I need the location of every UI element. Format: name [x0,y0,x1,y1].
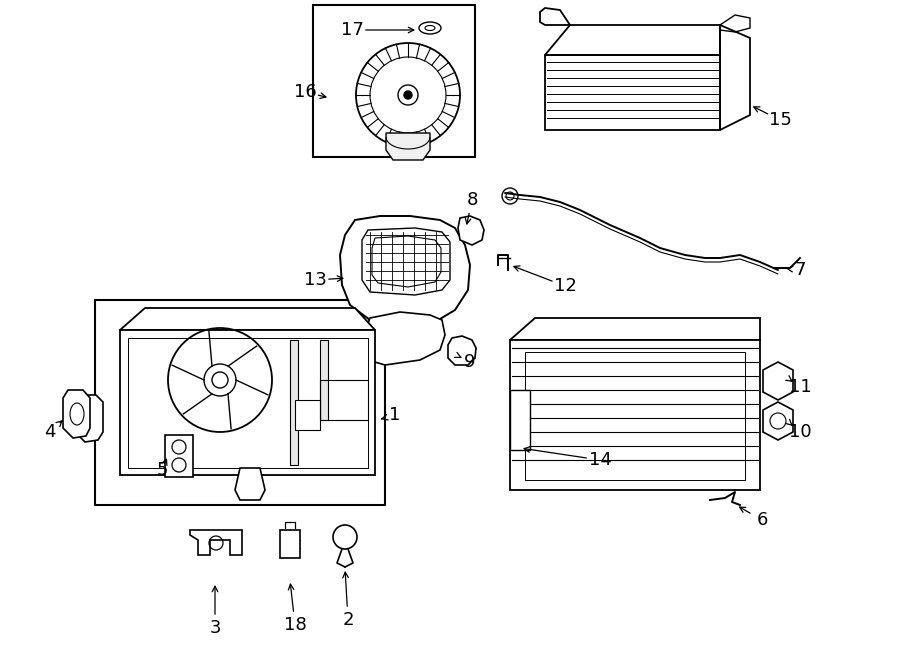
Bar [313,5,475,157]
Polygon shape [320,340,328,420]
Polygon shape [120,330,375,475]
Polygon shape [190,530,242,555]
Text: 4: 4 [44,423,56,441]
Text: 17: 17 [340,21,364,39]
Text: 3: 3 [209,619,220,637]
Text: 9: 9 [464,353,476,371]
Text: 14: 14 [589,451,611,469]
Circle shape [398,85,418,105]
Polygon shape [763,402,793,440]
Text: 18: 18 [284,616,306,634]
Text: 11: 11 [788,378,812,396]
Polygon shape [63,390,90,438]
Polygon shape [362,312,445,365]
Circle shape [212,372,228,388]
Polygon shape [295,400,320,430]
Polygon shape [458,216,484,245]
Polygon shape [280,530,300,558]
Text: 5: 5 [157,461,167,479]
Text: 10: 10 [788,423,811,441]
Text: 7: 7 [794,261,806,279]
Text: 13: 13 [303,271,327,289]
Circle shape [333,525,357,549]
Polygon shape [510,318,760,340]
Text: 6: 6 [756,511,768,529]
Polygon shape [120,308,375,330]
Bar [95,300,385,505]
Text: 8: 8 [466,191,478,209]
Text: 15: 15 [769,111,791,129]
Polygon shape [235,468,265,500]
Polygon shape [763,362,793,400]
Polygon shape [165,435,193,477]
Text: 2: 2 [342,611,354,629]
Polygon shape [340,216,470,328]
Circle shape [404,91,412,99]
Text: 16: 16 [293,83,317,101]
Polygon shape [510,340,760,490]
Text: 1: 1 [390,406,400,424]
Polygon shape [510,390,530,450]
Text: 12: 12 [554,277,576,295]
Polygon shape [386,133,430,160]
Polygon shape [448,336,476,365]
Polygon shape [75,395,103,442]
Polygon shape [290,340,298,465]
